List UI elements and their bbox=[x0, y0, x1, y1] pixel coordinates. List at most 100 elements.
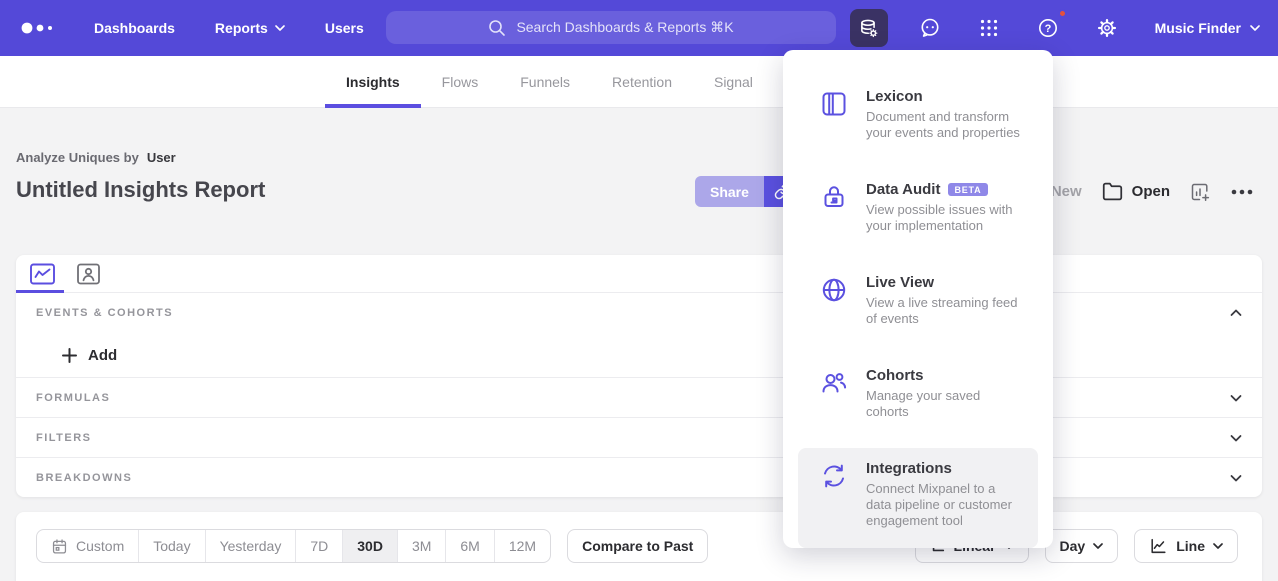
new-report-button[interactable]: New bbox=[1050, 183, 1082, 200]
data-management-menu: Lexicon Document and transform your even… bbox=[783, 50, 1053, 548]
range-7d[interactable]: 7D bbox=[295, 530, 342, 562]
menu-item-description: View possible issues with your implement… bbox=[866, 202, 1013, 233]
range-12m[interactable]: 12M bbox=[493, 530, 550, 562]
tab-profiles[interactable] bbox=[76, 262, 101, 286]
search-input[interactable]: Search Dashboards & Reports ⌘K bbox=[386, 11, 836, 44]
settings-button[interactable] bbox=[1090, 11, 1124, 45]
tab-signal[interactable]: Signal bbox=[693, 56, 774, 108]
subtitle-entity-selector[interactable]: User bbox=[146, 150, 176, 165]
feedback-button[interactable] bbox=[913, 11, 947, 45]
range-yesterday[interactable]: Yesterday bbox=[204, 530, 296, 562]
folder-icon bbox=[1102, 182, 1122, 201]
menu-item-integrations[interactable]: Integrations Connect Mixpanel to a data … bbox=[798, 448, 1038, 548]
lexicon-icon bbox=[820, 88, 848, 141]
overflow-menu-button[interactable] bbox=[1230, 188, 1254, 196]
menu-item-title: Lexicon bbox=[866, 88, 923, 105]
share-button[interactable]: Share bbox=[695, 176, 764, 207]
logo-dots-icon bbox=[21, 22, 52, 34]
data-management-button[interactable] bbox=[849, 9, 888, 47]
range-label: 7D bbox=[310, 538, 329, 554]
tab-metrics[interactable] bbox=[29, 262, 56, 286]
section-formulas[interactable]: FORMULAS bbox=[16, 377, 1262, 417]
menu-item-live-view[interactable]: Live View View a live streaming feed of … bbox=[798, 262, 1038, 339]
tab-retention[interactable]: Retention bbox=[591, 56, 693, 108]
nav-item-dashboards[interactable]: Dashboards bbox=[94, 20, 175, 36]
help-button[interactable]: ? bbox=[1031, 9, 1067, 45]
data-audit-icon bbox=[820, 181, 848, 234]
range-30d[interactable]: 30D bbox=[342, 530, 397, 562]
range-3m[interactable]: 3M bbox=[396, 530, 445, 562]
open-report-button[interactable]: Open bbox=[1102, 181, 1170, 202]
tab-flows[interactable]: Flows bbox=[421, 56, 500, 108]
top-nav: Dashboards Reports Users Search Dashboar… bbox=[0, 0, 1278, 56]
section-breakdowns[interactable]: BREAKDOWNS bbox=[16, 457, 1262, 497]
chart-type-select[interactable]: Line bbox=[1134, 529, 1238, 563]
add-to-dashboard-button[interactable] bbox=[1190, 182, 1210, 202]
section-events-cohorts[interactable]: EVENTS & COHORTS bbox=[16, 293, 1262, 333]
plus-icon bbox=[62, 347, 77, 363]
open-label: Open bbox=[1131, 183, 1170, 200]
search-icon bbox=[489, 19, 506, 36]
project-switcher[interactable]: Music Finder bbox=[1155, 20, 1260, 36]
range-label: 30D bbox=[357, 538, 383, 554]
menu-item-lexicon[interactable]: Lexicon Document and transform your even… bbox=[798, 76, 1038, 153]
range-custom[interactable]: Custom bbox=[37, 530, 138, 562]
subtitle-prefix: Analyze Uniques by bbox=[16, 150, 139, 165]
nav-item-label: Users bbox=[324, 20, 364, 36]
database-gear-icon bbox=[861, 19, 878, 37]
range-today[interactable]: Today bbox=[138, 530, 204, 562]
chevron-down-icon[interactable] bbox=[1230, 434, 1242, 442]
chevron-down-icon[interactable] bbox=[1230, 474, 1242, 482]
section-label: EVENTS & COHORTS bbox=[36, 307, 174, 319]
menu-item-title: Data Audit bbox=[866, 181, 941, 198]
section-filters[interactable]: FILTERS bbox=[16, 417, 1262, 457]
chevron-down-icon bbox=[275, 25, 285, 31]
menu-item-description: View a live streaming feed of events bbox=[866, 295, 1018, 326]
chevron-down-icon bbox=[1213, 543, 1223, 549]
chart-controls-panel: Custom Today Yesterday 7D 30D 3M 6M 12M … bbox=[16, 512, 1262, 581]
message-bubble-icon bbox=[921, 18, 939, 37]
tab-label: Insights bbox=[346, 74, 400, 90]
nav-item-reports[interactable]: Reports bbox=[215, 20, 285, 36]
menu-item-data-audit[interactable]: Data Audit BETA View possible issues wit… bbox=[798, 169, 1038, 246]
nav-item-users[interactable]: Users bbox=[325, 20, 364, 36]
menu-item-title: Live View bbox=[866, 274, 935, 291]
events-add-row: Add bbox=[16, 333, 1262, 377]
chevron-down-icon[interactable] bbox=[1230, 394, 1242, 402]
range-label: Custom bbox=[76, 538, 125, 554]
query-builder-panel: EVENTS & COHORTS Add FORMULAS FILTERS bbox=[16, 255, 1262, 497]
section-label: FORMULAS bbox=[36, 391, 111, 404]
tab-funnels[interactable]: Funnels bbox=[499, 56, 591, 108]
range-label: 6M bbox=[460, 538, 480, 554]
line-chart-tab-icon bbox=[30, 263, 55, 284]
nav-right-cluster: ? bbox=[849, 0, 1260, 56]
project-name: Music Finder bbox=[1154, 20, 1241, 36]
add-event-button[interactable]: Add bbox=[62, 347, 117, 364]
search-placeholder: Search Dashboards & Reports ⌘K bbox=[516, 19, 734, 35]
grid-dots-icon bbox=[980, 19, 997, 37]
compare-to-past-button[interactable]: Compare to Past bbox=[567, 529, 709, 563]
builder-icon-tabs bbox=[16, 255, 1262, 293]
range-label: Today bbox=[153, 538, 191, 554]
line-chart-icon bbox=[1151, 538, 1166, 554]
range-6m[interactable]: 6M bbox=[445, 530, 493, 562]
menu-item-text: Integrations Connect Mixpanel to a data … bbox=[866, 460, 1024, 536]
range-label: 12M bbox=[508, 538, 537, 554]
tab-insights[interactable]: Insights bbox=[325, 56, 421, 108]
nav-item-label: Dashboards bbox=[94, 20, 175, 36]
granularity-select[interactable]: Day bbox=[1044, 529, 1119, 563]
report-subtitle: Analyze Uniques by User bbox=[16, 150, 176, 165]
tab-label: Retention bbox=[612, 74, 672, 90]
menu-item-title: Integrations bbox=[866, 460, 952, 477]
profile-tab-icon bbox=[77, 263, 100, 284]
three-dots-icon bbox=[1231, 189, 1253, 194]
mixpanel-logo[interactable] bbox=[20, 18, 60, 38]
page-title[interactable]: Untitled Insights Report bbox=[16, 177, 266, 202]
chevron-up-icon[interactable] bbox=[1230, 309, 1242, 317]
menu-item-cohorts[interactable]: Cohorts Manage your saved cohorts bbox=[798, 355, 1038, 432]
apps-grid-button[interactable] bbox=[972, 11, 1006, 45]
section-label: BREAKDOWNS bbox=[36, 471, 133, 484]
tab-label: Signal bbox=[713, 74, 753, 90]
chart-type-label: Line bbox=[1176, 538, 1205, 554]
